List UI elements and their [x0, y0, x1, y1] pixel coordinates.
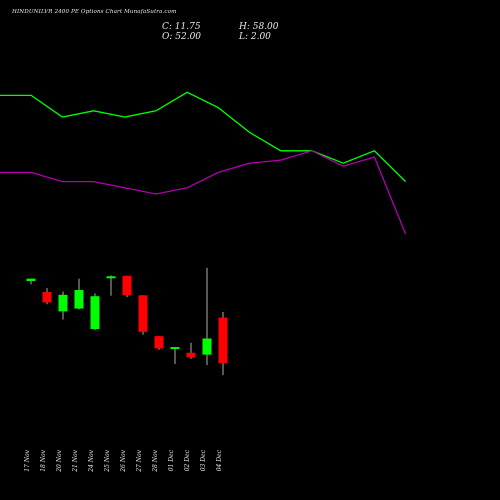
x-tick-label: 24 Nov: [88, 449, 95, 472]
x-tick-label: 01 Dec: [168, 449, 175, 471]
x-tick-label: 17 Nov: [24, 449, 31, 471]
candle: [90, 293, 100, 330]
candle-body: [58, 294, 68, 312]
candle-body: [106, 276, 116, 279]
x-axis-labels: 17 Nov 18 Nov 20 Nov 21 Nov 24 Nov 25 Nov 26 N…: [24, 449, 223, 472]
candle-body: [74, 290, 84, 309]
candle: [202, 267, 212, 366]
x-tick-label: 18 Nov: [40, 449, 47, 471]
x-tick-label: 27 Nov: [136, 449, 143, 472]
candle-body: [90, 296, 100, 329]
candlesticks: [26, 267, 228, 376]
candle-body: [122, 275, 132, 296]
candle: [122, 275, 132, 298]
candle: [58, 291, 68, 320]
x-tick-label: 28 Nov: [152, 449, 159, 472]
candle: [186, 342, 196, 359]
candle: [26, 278, 36, 285]
x-tick-label: 25 Nov: [104, 449, 111, 472]
candle-body: [26, 278, 36, 282]
candle: [106, 275, 116, 296]
x-tick-label: 20 Nov: [56, 449, 63, 472]
candle: [74, 278, 84, 310]
candle: [170, 347, 180, 365]
low-value: L: 2.00: [239, 32, 271, 42]
x-tick-label: 02 Dec: [184, 449, 191, 471]
candle-body: [202, 338, 212, 355]
open-value: O: 52.00: [162, 32, 202, 42]
price-lines: [0, 91, 407, 235]
lower-line-series: [0, 150, 407, 235]
candle: [154, 336, 164, 350]
x-tick-label: 04 Dec: [216, 449, 223, 471]
chart-title: HINDUNILVR 2400 PE Options Chart MunafaS…: [12, 9, 177, 15]
candle: [218, 311, 228, 376]
candle-body: [42, 291, 52, 303]
candle-body: [218, 317, 228, 364]
x-tick-label: 26 Nov: [120, 449, 127, 472]
x-tick-label: 03 Dec: [200, 449, 207, 471]
upper-line-series: [0, 91, 407, 183]
x-tick-label: 21 Nov: [72, 449, 79, 472]
candle: [42, 288, 52, 305]
candle-body: [170, 347, 180, 350]
candle-body: [154, 336, 164, 349]
candle: [138, 295, 148, 335]
close-value: C: 11.75: [162, 22, 201, 32]
high-value: H: 58.00: [239, 22, 279, 32]
candle-body: [186, 352, 196, 358]
candle-body: [138, 295, 148, 332]
